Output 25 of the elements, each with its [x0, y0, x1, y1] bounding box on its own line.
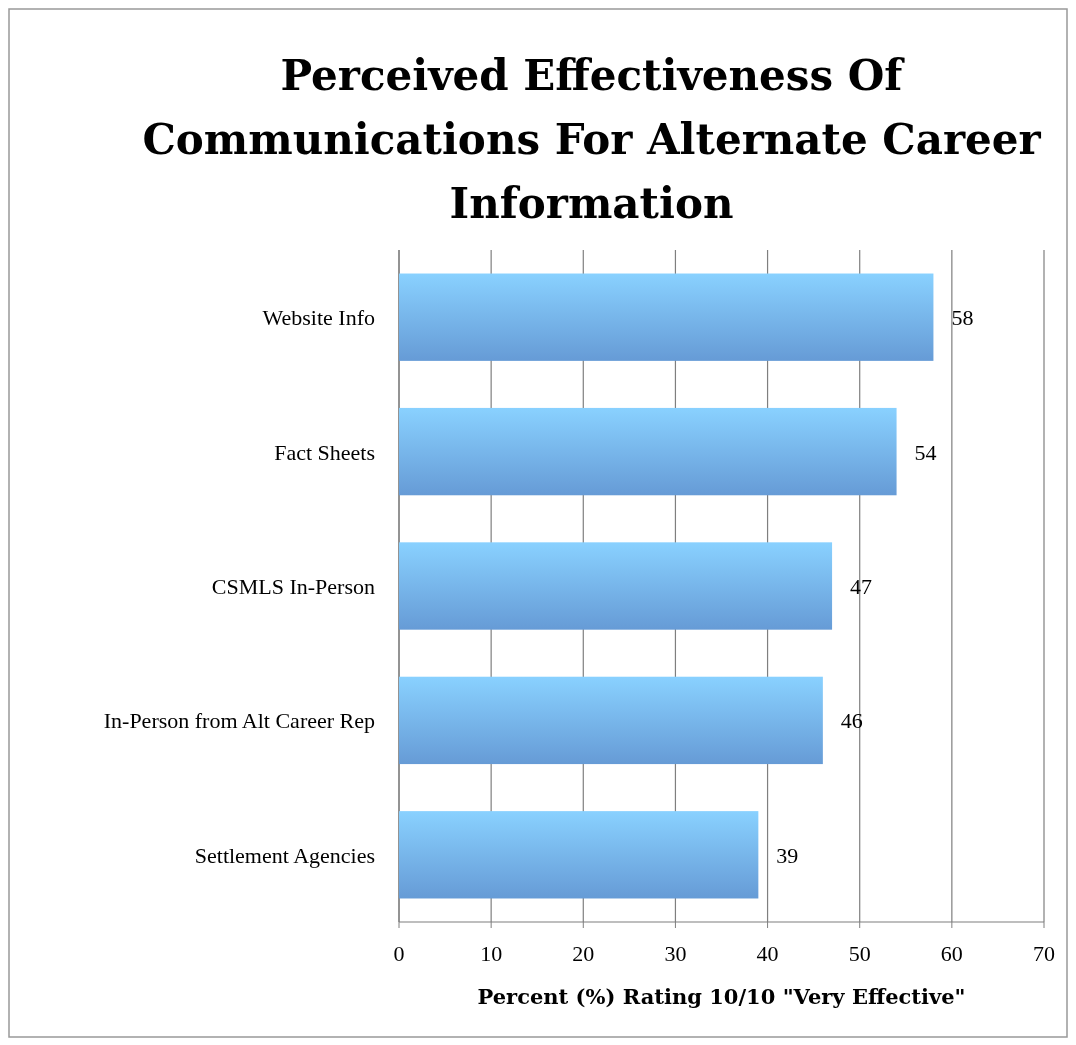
y-tick-label: Settlement Agencies	[194, 842, 375, 868]
data-label: 58	[951, 305, 974, 331]
x-tick-label: 10	[480, 941, 503, 966]
data-label: 39	[776, 842, 799, 868]
y-tick-label: Website Info	[262, 305, 375, 331]
bar	[399, 542, 833, 630]
y-tick-label: In-Person from Alt Career Rep	[103, 708, 375, 734]
bar	[399, 811, 759, 899]
x-tick-label: 40	[756, 941, 779, 966]
x-tick-label: 70	[1033, 941, 1055, 966]
data-label: 54	[914, 439, 937, 465]
data-label: 46	[840, 708, 863, 734]
x-tick-label: 60	[940, 941, 963, 966]
bar	[399, 273, 934, 361]
x-tick-label: 30	[664, 941, 687, 966]
x-axis-title: Percent (%) Rating 10/10 "Very Effective"	[477, 984, 966, 1009]
bar	[399, 676, 823, 765]
x-tick-label: 0	[393, 941, 405, 966]
x-tick-label: 50	[848, 941, 871, 966]
y-tick-label: CSMLS In-Person	[211, 574, 375, 599]
chart-title: Perceived Effectiveness Of Communications For Alternate Career Information	[142, 51, 1042, 228]
data-label: 47	[850, 574, 873, 599]
y-tick-label: Fact Sheets	[274, 439, 375, 465]
x-tick-label: 20	[572, 941, 595, 966]
bar	[399, 407, 897, 496]
